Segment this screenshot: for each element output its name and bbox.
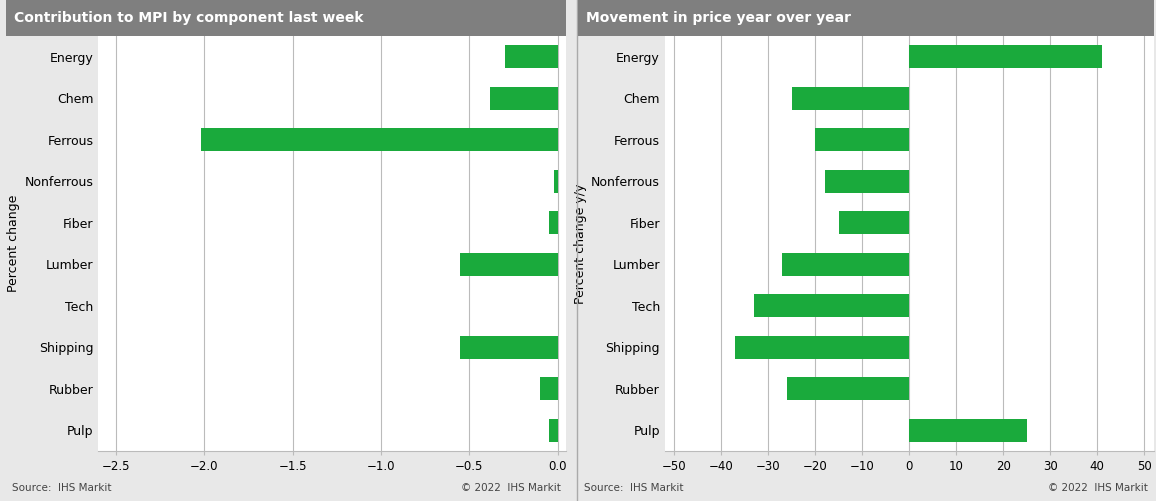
Bar [735,336,909,359]
Bar [909,419,1027,441]
Bar [838,211,909,234]
Bar [549,211,557,234]
Bar [783,253,909,276]
Text: Movement in price year over year: Movement in price year over year [586,11,851,25]
Text: Source:  IHS Markit: Source: IHS Markit [12,483,111,493]
Y-axis label: Percent change y/y: Percent change y/y [573,183,587,304]
Bar [824,170,909,193]
Bar [909,46,1102,68]
Bar [201,128,557,151]
Bar [792,87,909,110]
Bar [554,170,557,193]
Bar [460,336,557,359]
Bar [540,377,557,400]
Bar [460,253,557,276]
Bar [490,87,557,110]
Bar [787,377,909,400]
Bar [549,419,557,441]
Bar [815,128,909,151]
Text: Contribution to MPI by component last week: Contribution to MPI by component last we… [14,11,363,25]
Bar [505,46,557,68]
Text: Source:  IHS Markit: Source: IHS Markit [584,483,683,493]
Y-axis label: Percent change: Percent change [7,195,21,292]
Bar [754,294,909,317]
Text: © 2022  IHS Markit: © 2022 IHS Markit [461,483,561,493]
Text: © 2022  IHS Markit: © 2022 IHS Markit [1048,483,1148,493]
